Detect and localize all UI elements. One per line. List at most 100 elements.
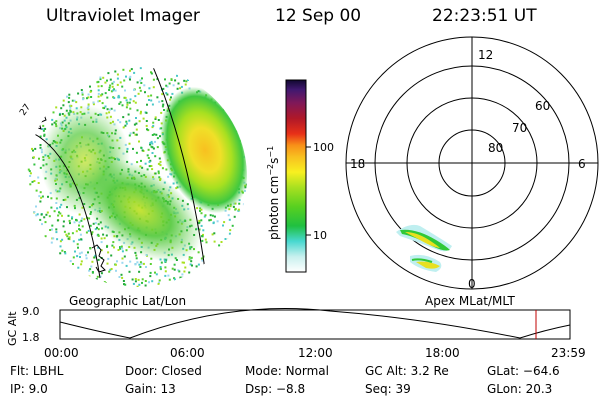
- speckle-pixel: [83, 218, 86, 221]
- speckle-pixel: [78, 252, 81, 255]
- speckle-pixel: [75, 101, 78, 104]
- speckle-pixel: [92, 222, 95, 225]
- speckle-pixel: [168, 278, 171, 281]
- speckle-pixel: [121, 261, 124, 264]
- speckle-pixel: [227, 238, 230, 241]
- speckle-pixel: [103, 281, 106, 284]
- speckle-pixel: [81, 91, 84, 94]
- speckle-pixel: [119, 101, 122, 104]
- speckle-pixel: [80, 263, 83, 266]
- speckle-pixel: [75, 230, 78, 233]
- speckle-pixel: [45, 213, 48, 216]
- speckle-pixel: [78, 238, 81, 241]
- speckle-pixel: [137, 278, 140, 281]
- speckle-pixel: [133, 123, 136, 126]
- speckle-pixel: [128, 270, 131, 273]
- speckle-pixel: [140, 146, 143, 149]
- speckle-pixel: [125, 120, 128, 123]
- speckle-pixel: [190, 256, 193, 259]
- speckle-pixel: [178, 270, 181, 273]
- auroral-emission: [396, 224, 452, 272]
- speckle-pixel: [112, 241, 115, 244]
- speckle-pixel: [55, 106, 58, 109]
- speckle-pixel: [135, 128, 138, 131]
- speckle-pixel: [57, 214, 60, 217]
- speckle-pixel: [139, 261, 142, 264]
- speckle-pixel: [150, 140, 153, 143]
- speckle-pixel: [75, 218, 77, 221]
- speckle-pixel: [98, 100, 101, 102]
- speckle-pixel: [112, 89, 115, 92]
- speckle-pixel: [126, 101, 129, 104]
- speckle-pixel: [159, 267, 162, 270]
- speckle-pixel: [238, 202, 241, 205]
- speckle-pixel: [145, 120, 148, 122]
- speckle-pixel: [99, 78, 102, 81]
- speckle-pixel: [62, 104, 65, 107]
- speckle-pixel: [144, 280, 147, 282]
- speckle-pixel: [231, 224, 234, 227]
- mlt-label-6: 6: [578, 157, 586, 171]
- speckle-pixel: [213, 215, 216, 218]
- speckle-pixel: [159, 135, 161, 138]
- speckle-pixel: [138, 283, 141, 286]
- speckle-pixel: [136, 261, 139, 264]
- speckle-pixel: [69, 106, 72, 109]
- speckle-pixel: [69, 222, 71, 225]
- speckle-pixel: [39, 218, 42, 221]
- flt-value: LBHL: [32, 364, 64, 378]
- speckle-pixel: [85, 231, 88, 234]
- speckle-pixel: [116, 260, 118, 263]
- speckle-pixel: [77, 92, 80, 95]
- speckle-pixel: [155, 133, 158, 136]
- speckle-pixel: [97, 246, 100, 249]
- speckle-pixel: [89, 224, 92, 227]
- speckle-pixel: [95, 278, 98, 281]
- speckle-pixel: [116, 77, 119, 80]
- speckle-pixel: [133, 71, 136, 74]
- speckle-pixel: [101, 102, 104, 105]
- speckle-pixel: [170, 78, 173, 81]
- speckle-pixel: [200, 224, 203, 227]
- speckle-pixel: [122, 280, 125, 282]
- speckle-pixel: [136, 81, 139, 84]
- speckle-pixel: [110, 254, 113, 257]
- speckle-pixel: [146, 128, 148, 131]
- xtick-00: 00:00: [44, 346, 79, 360]
- speckle-pixel: [97, 92, 100, 95]
- speckle-pixel: [162, 103, 165, 106]
- speckle-pixel: [149, 263, 152, 265]
- speckle-pixel: [113, 109, 116, 112]
- speckle-pixel: [121, 104, 124, 107]
- speckle-pixel: [222, 224, 224, 227]
- speckle-pixel: [89, 90, 92, 93]
- speckle-pixel: [183, 261, 185, 264]
- speckle-pixel: [237, 208, 240, 211]
- speckle-pixel: [123, 79, 126, 82]
- speckle-pixel: [68, 93, 71, 96]
- speckle-pixel: [152, 124, 155, 127]
- speckle-pixel: [34, 147, 37, 150]
- speckle-pixel: [213, 232, 216, 235]
- speckle-pixel: [97, 228, 100, 231]
- speckle-pixel: [43, 134, 46, 137]
- speckle-pixel: [129, 78, 131, 81]
- speckle-pixel: [113, 97, 116, 99]
- speckle-pixel: [150, 145, 153, 148]
- speckle-pixel: [63, 230, 66, 233]
- speckle-pixel: [119, 247, 122, 250]
- speckle-pixel: [157, 283, 160, 285]
- speckle-pixel: [201, 259, 204, 262]
- speckle-pixel: [174, 278, 176, 281]
- speckle-pixel: [67, 237, 70, 240]
- speckle-pixel: [35, 205, 37, 208]
- door-value: Closed: [161, 364, 202, 378]
- geographic-caption: Geographic Lat/Lon: [69, 294, 186, 308]
- speckle-pixel: [66, 95, 68, 98]
- speckle-pixel: [109, 84, 112, 87]
- speckle-pixel: [112, 80, 115, 83]
- speckle-pixel: [128, 101, 131, 104]
- speckle-pixel: [51, 224, 54, 227]
- speckle-pixel: [122, 68, 125, 71]
- speckle-pixel: [145, 124, 148, 127]
